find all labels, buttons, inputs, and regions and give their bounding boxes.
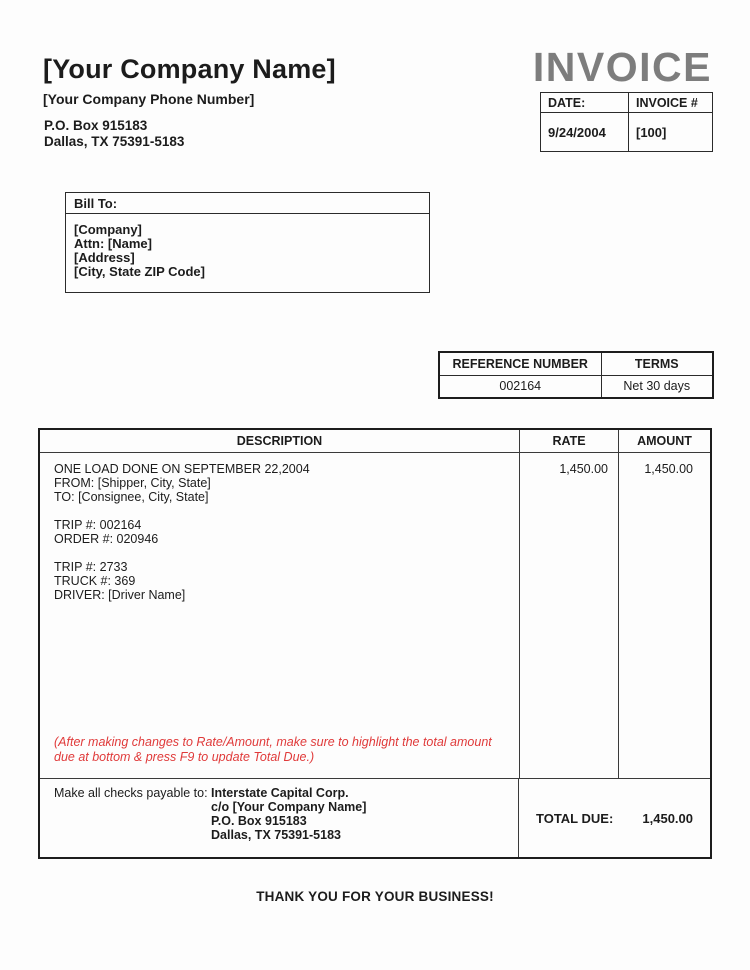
reference-number-header: REFERENCE NUMBER bbox=[438, 351, 602, 376]
line-item-rate: 1,450.00 bbox=[519, 453, 619, 778]
bill-to-label: Bill To: bbox=[66, 193, 429, 214]
line-items-footer: Make all checks payable to: Interstate C… bbox=[40, 779, 710, 857]
company-address-line1: P.O. Box 915183 bbox=[44, 118, 148, 133]
bill-to-box: Bill To: [Company] Attn: [Name] [Address][… bbox=[65, 192, 430, 293]
payable-to-label: Make all checks payable to: bbox=[54, 786, 212, 800]
invoice-title: INVOICE bbox=[532, 44, 712, 90]
line-item-description: ONE LOAD DONE ON SEPTEMBER 22,2004 FROM: … bbox=[54, 462, 310, 602]
date-label: DATE: bbox=[540, 92, 629, 113]
line-item-row: ONE LOAD DONE ON SEPTEMBER 22,2004 FROM: … bbox=[40, 453, 710, 779]
total-due-cell: TOTAL DUE: 1,450.00 bbox=[519, 779, 710, 857]
total-due-label: TOTAL DUE: bbox=[536, 810, 614, 826]
thank-you-message: THANK YOU FOR YOUR BUSINESS! bbox=[256, 889, 494, 904]
invoice-number-value: [100] bbox=[628, 112, 713, 152]
terms-value: Net 30 days bbox=[600, 374, 714, 399]
rate-column-header: RATE bbox=[519, 430, 619, 452]
payable-to-cell: Make all checks payable to: Interstate C… bbox=[40, 779, 519, 857]
update-total-note: (After making changes to Rate/Amount, ma… bbox=[54, 735, 492, 764]
line-item-amount: 1,450.00 bbox=[644, 462, 693, 476]
amount-column-header: AMOUNT bbox=[637, 434, 692, 448]
line-items-table: DESCRIPTION RATE AMOUNT ONE LOAD DONE ON… bbox=[38, 428, 712, 859]
date-value: 9/24/2004 bbox=[540, 112, 629, 152]
terms-header: TERMS bbox=[600, 351, 714, 376]
invoice-number-label: INVOICE # bbox=[628, 92, 713, 113]
bill-to-lines: [Company] Attn: [Name] [Address] [City, Sta… bbox=[74, 222, 205, 279]
total-due-value: 1,450.00 bbox=[642, 810, 693, 826]
payable-to-lines: Interstate Capital Corp. c/o [Your Compan… bbox=[211, 786, 367, 842]
description-column-header: DESCRIPTION bbox=[236, 434, 323, 448]
line-items-header: DESCRIPTION RATE AMOUNT bbox=[40, 430, 710, 453]
invoice-meta-table: DATE: INVOICE # 9/24/2004 [100] bbox=[540, 92, 713, 152]
company-phone: [Your Company Phone Number] bbox=[43, 91, 255, 107]
reference-terms-table: REFERENCE NUMBER TERMS 002164 Net 30 day… bbox=[438, 351, 714, 399]
line-item-description-cell: ONE LOAD DONE ON SEPTEMBER 22,2004 FROM: … bbox=[40, 453, 519, 778]
company-address-line2: Dallas, TX 75391-5183 bbox=[44, 134, 185, 149]
company-name: [Your Company Name] bbox=[43, 54, 336, 84]
company-address: P.O. Box 915183 Dallas, TX 75391-5183 bbox=[44, 118, 184, 150]
reference-number-value: 002164 bbox=[438, 374, 602, 399]
